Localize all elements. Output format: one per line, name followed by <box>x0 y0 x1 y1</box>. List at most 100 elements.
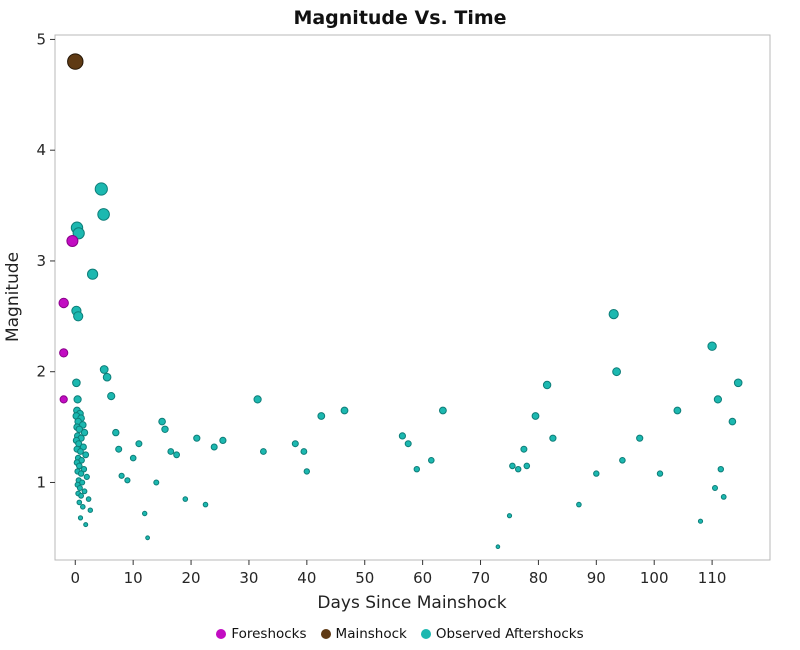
point-observed-aftershocks <box>202 501 209 508</box>
point-observed-aftershocks <box>193 434 201 442</box>
point-observed-aftershocks <box>720 494 727 500</box>
point-observed-aftershocks <box>83 473 90 480</box>
point-foreshocks <box>59 348 69 358</box>
point-observed-aftershocks <box>161 425 169 433</box>
point-observed-aftershocks <box>413 466 420 473</box>
point-foreshocks <box>66 235 79 247</box>
data-points <box>58 53 743 550</box>
point-observed-aftershocks <box>82 451 90 459</box>
point-observed-aftershocks <box>76 485 83 491</box>
point-observed-aftershocks <box>707 341 717 351</box>
point-observed-aftershocks <box>428 457 435 464</box>
point-observed-aftershocks <box>531 412 540 420</box>
point-observed-aftershocks <box>728 417 737 426</box>
point-observed-aftershocks <box>77 448 84 455</box>
point-observed-aftershocks <box>87 268 99 280</box>
point-observed-aftershocks <box>593 470 600 477</box>
x-tick-label: 50 <box>355 569 374 587</box>
point-observed-aftershocks <box>78 492 84 499</box>
point-observed-aftershocks <box>115 445 123 453</box>
point-observed-aftershocks <box>85 496 92 502</box>
point-observed-aftershocks <box>79 479 86 486</box>
point-foreshocks <box>59 395 68 404</box>
point-observed-aftershocks <box>167 448 175 455</box>
point-observed-aftershocks <box>72 378 81 388</box>
point-observed-aftershocks <box>509 462 516 470</box>
point-observed-aftershocks <box>182 496 189 502</box>
point-observed-aftershocks <box>576 501 582 508</box>
x-tick-label: 10 <box>124 569 143 587</box>
point-observed-aftershocks <box>107 392 116 401</box>
legend-swatch-mainshock <box>320 629 331 639</box>
point-observed-aftershocks <box>636 434 644 442</box>
point-observed-aftershocks <box>80 466 88 473</box>
point-observed-aftershocks <box>542 380 552 390</box>
point-observed-aftershocks <box>717 466 724 473</box>
point-observed-aftershocks <box>398 432 406 440</box>
legend-label: Foreshocks <box>231 626 307 642</box>
point-observed-aftershocks <box>520 445 528 453</box>
y-axis-label: Magnitude <box>3 252 23 342</box>
y-tick-label: 4 <box>36 141 46 159</box>
x-tick-label: 0 <box>70 569 80 587</box>
point-observed-aftershocks <box>83 522 89 528</box>
point-observed-aftershocks <box>673 406 682 415</box>
legend-item-mainshock: Mainshock <box>320 626 407 642</box>
point-observed-aftershocks <box>612 367 621 377</box>
point-observed-aftershocks <box>118 472 125 479</box>
y-tick-label: 2 <box>36 363 46 381</box>
point-observed-aftershocks <box>76 499 83 506</box>
point-observed-aftershocks <box>80 504 86 510</box>
point-observed-aftershocks <box>73 311 84 322</box>
chart-title: Magnitude Vs. Time <box>293 7 506 29</box>
x-tick-label: 70 <box>471 569 490 587</box>
point-observed-aftershocks <box>515 466 522 473</box>
point-observed-aftershocks <box>210 443 218 451</box>
point-observed-aftershocks <box>97 208 110 221</box>
point-observed-aftershocks <box>340 406 349 415</box>
chart-legend: Foreshocks Mainshock Observed Aftershocks <box>0 626 800 642</box>
point-observed-aftershocks <box>404 440 412 448</box>
x-tick-label: 110 <box>698 569 727 587</box>
point-observed-aftershocks <box>291 440 299 448</box>
point-foreshocks <box>58 297 69 309</box>
point-observed-aftershocks <box>549 434 557 442</box>
legend-swatch-observed-aftershocks <box>420 629 431 639</box>
point-observed-aftershocks <box>733 378 743 388</box>
point-observed-aftershocks <box>158 417 166 426</box>
point-observed-aftershocks <box>75 425 84 433</box>
y-tick-label: 3 <box>36 252 46 270</box>
point-observed-aftershocks <box>260 448 267 455</box>
point-observed-aftershocks <box>129 454 137 462</box>
point-observed-aftershocks <box>656 470 664 477</box>
x-tick-label: 40 <box>297 569 316 587</box>
point-observed-aftershocks <box>712 485 718 491</box>
point-observed-aftershocks <box>77 515 84 521</box>
point-observed-aftershocks <box>94 182 108 196</box>
y-tick-label: 1 <box>36 473 46 491</box>
plot-area-frame <box>54 34 771 561</box>
axis-ticks: 0 10 20 30 40 50 60 70 80 90 100 110 1 2 3 4 5 <box>36 30 726 587</box>
legend-swatch-foreshocks <box>216 629 227 639</box>
point-observed-aftershocks <box>317 412 326 420</box>
point-observed-aftershocks <box>80 428 89 437</box>
legend-label: Mainshock <box>335 626 407 642</box>
point-observed-aftershocks <box>303 468 310 475</box>
point-observed-aftershocks <box>99 365 109 374</box>
point-observed-aftershocks <box>73 395 82 404</box>
point-observed-aftershocks <box>253 395 262 404</box>
point-observed-aftershocks <box>72 227 85 240</box>
legend-item-foreshocks: Foreshocks <box>216 626 307 642</box>
point-observed-aftershocks <box>506 513 513 519</box>
point-observed-aftershocks <box>219 436 227 444</box>
point-observed-aftershocks <box>145 535 151 541</box>
point-observed-aftershocks <box>619 457 626 464</box>
point-observed-aftershocks <box>153 479 160 486</box>
x-tick-label: 80 <box>529 569 548 587</box>
point-observed-aftershocks <box>142 510 148 517</box>
x-tick-label: 20 <box>182 569 201 587</box>
x-tick-label: 90 <box>587 569 606 587</box>
point-mainshock <box>67 53 84 70</box>
